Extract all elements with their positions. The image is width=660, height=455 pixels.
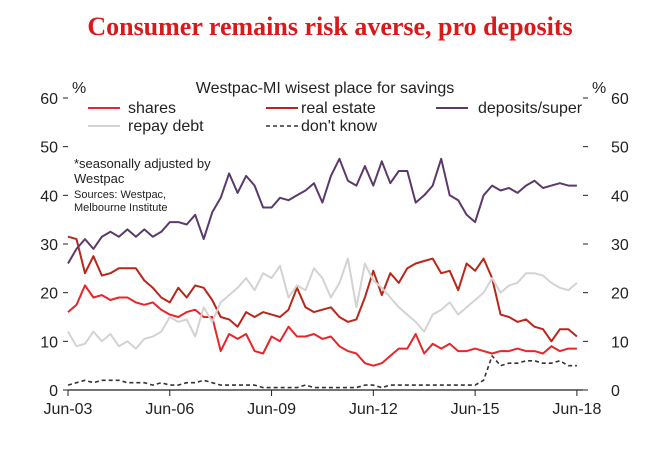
series-layer <box>67 157 578 389</box>
x-tick-label: Jun-06 <box>145 401 194 418</box>
y-tick-label-right: 60 <box>611 91 629 108</box>
y-tick-label-left: 0 <box>49 383 58 400</box>
legend-label: shares <box>128 100 176 117</box>
y-tick-label-right: 10 <box>611 334 629 351</box>
y-axis-unit-left: % <box>72 80 86 97</box>
y-tick-label-left: 30 <box>40 237 58 254</box>
y-tick-label-left: 10 <box>40 334 58 351</box>
chart-texts: 0 0 10 10 20 20 30 30 40 40 50 50 60 60 Jun-03 Jun-06 Ju… <box>40 80 629 418</box>
legend-label: don't know <box>301 118 377 135</box>
chart-title: Westpac-MI wisest place for savings <box>196 80 454 97</box>
x-tick-label: Jun-15 <box>451 401 500 418</box>
legend-label: repay debt <box>128 118 204 135</box>
annotation-line: *seasonally adjusted by <box>74 156 211 171</box>
sources-note: Sources: Westpac, Melbourne Institute <box>74 189 168 214</box>
x-tick-label: Jun-12 <box>349 401 398 418</box>
annotation-line: Westpac <box>74 171 125 186</box>
x-tick-label: Jun-03 <box>44 401 93 418</box>
y-tick-label-right: 20 <box>611 286 629 303</box>
y-tick-label-left: 60 <box>40 91 58 108</box>
x-tick-label: Jun-18 <box>552 401 601 418</box>
y-tick-label-right: 40 <box>611 188 629 205</box>
page-title: Consumer remains risk averse, pro deposi… <box>87 12 573 41</box>
series-line-don-t-know <box>67 355 577 389</box>
series-line-shares <box>67 284 577 367</box>
series-line-real-estate <box>67 235 578 343</box>
y-axis-unit-right: % <box>592 80 606 97</box>
y-tick-label-right: 50 <box>611 140 629 157</box>
legend-label: deposits/super <box>478 100 583 117</box>
series-line-deposits-super <box>67 157 577 265</box>
y-tick-label-left: 20 <box>40 286 58 303</box>
sources-line: Sources: Westpac, <box>74 189 166 201</box>
annotation-note: *seasonally adjusted by Westpac <box>74 156 211 186</box>
legend: shares real estate deposits/super repay deb… <box>88 100 583 135</box>
y-tick-label-left: 40 <box>40 188 58 205</box>
y-tick-label-left: 50 <box>40 140 58 157</box>
x-tick-label: Jun-09 <box>247 401 296 418</box>
series-line-repay-debt <box>67 257 578 350</box>
y-tick-label-right: 0 <box>611 383 620 400</box>
sources-line: Melbourne Institute <box>74 202 168 214</box>
y-tick-label-right: 30 <box>611 237 629 254</box>
legend-label: real estate <box>301 100 376 117</box>
axes <box>63 97 588 396</box>
